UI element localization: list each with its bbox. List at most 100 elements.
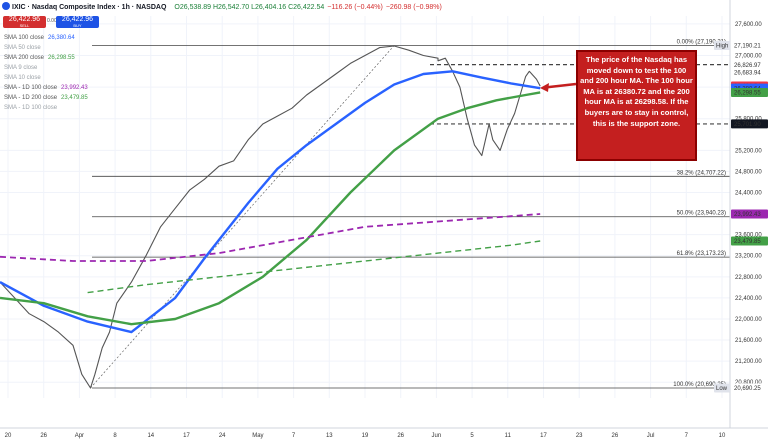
- price-tag-label: 26,298.55: [734, 91, 761, 97]
- arrow-shaft: [545, 82, 577, 89]
- legend-value: 23,479.85: [61, 95, 88, 101]
- x-tick-label: 19: [362, 433, 369, 439]
- legend-label: SMA 200 close: [4, 55, 45, 61]
- y-tick-label: 27,600.00: [735, 22, 762, 28]
- y-tick-label: 24,400.00: [735, 191, 762, 197]
- price-tag-bg: [731, 87, 768, 97]
- price-tag-note: Low: [716, 386, 728, 392]
- sell-label: SELL: [19, 23, 30, 28]
- x-tick-label: 23: [576, 433, 583, 439]
- x-tick-label: 10: [719, 433, 726, 439]
- x-tick-label: 7: [685, 433, 689, 439]
- sell-button[interactable]: 26,422.96 SELL: [3, 16, 46, 28]
- series-line-3: [0, 213, 541, 262]
- legend-row[interactable]: SMA 200 close 26,298.55: [4, 53, 88, 63]
- chart-header: IXIC · Nasdaq Composite Index · 1h · NAS…: [0, 0, 730, 14]
- legend-value: 23,992.43: [61, 85, 88, 91]
- x-tick-label: Jun: [432, 433, 442, 439]
- y-tick-label: 21,200.00: [735, 359, 762, 365]
- x-tick-label: 26: [397, 433, 404, 439]
- level-label: 50.0% (23,940.23): [677, 211, 726, 217]
- price-tag-bg: [731, 383, 768, 393]
- legend-row[interactable]: SMA 100 close 26,380.64: [4, 33, 88, 43]
- y-tick-label: 24,800.00: [735, 169, 762, 175]
- x-axis: 20 26 Apr 8 14 17 24 May 7 13 19 26 Jun 5 11 17 23 26 Jul 7…: [0, 427, 768, 439]
- sell-price: 26,422.96: [8, 16, 41, 23]
- price-tag-bg: [731, 67, 768, 77]
- price-tag-note-bg: [714, 383, 730, 393]
- price-tag-bg: [731, 236, 768, 246]
- price-tag-bg: [731, 209, 768, 219]
- x-tick-label: May: [252, 433, 263, 439]
- x-tick-label: 24: [219, 433, 226, 439]
- indicator-legend: SMA 100 close 26,380.64 SMA 50 close SMA 20…: [4, 33, 88, 113]
- arrow-head: [540, 83, 549, 92]
- price-tag-label: 26,826.97: [734, 63, 761, 69]
- legend-label: SMA 9 close: [4, 65, 38, 71]
- legend-row[interactable]: SMA 50 close: [4, 43, 88, 53]
- price-tags: 27,190.21High26,826.9726,683.9426,422.54…: [714, 40, 768, 393]
- y-tick-label: 22,800.00: [735, 275, 762, 281]
- price-tag-label: 27,190.21: [734, 44, 761, 50]
- series-line-1: [0, 70, 541, 334]
- price-tag-note: High: [716, 44, 728, 50]
- price-tag-label: 20,690.25: [734, 386, 761, 392]
- price-tag-label: 23,992.43: [734, 212, 761, 218]
- legend-row[interactable]: SMA 9 close: [4, 63, 88, 73]
- buy-price: 26,422.96: [61, 16, 94, 23]
- x-tick-label: 5: [470, 433, 474, 439]
- annotation-arrow: [540, 82, 577, 92]
- legend-row[interactable]: SMA - 1D 100 close: [4, 103, 88, 113]
- legend-label: SMA - 1D 200 close: [4, 95, 58, 101]
- y-tick-label: 23,600.00: [735, 233, 762, 239]
- exchange-logo-icon: [2, 2, 10, 10]
- legend-row[interactable]: SMA - 1D 200 close 23,479.85: [4, 93, 88, 103]
- legend-label: SMA - 1D 100 close: [4, 105, 58, 111]
- x-tick-label: 17: [183, 433, 190, 439]
- price-tag-note-bg: [714, 40, 730, 50]
- x-tick-label: 26: [612, 433, 619, 439]
- price-tag-bg: [731, 40, 768, 50]
- x-tick-label: 11: [505, 433, 512, 439]
- ohlc-values: O26,538.89 H26,542.70 L26,404.16 C26,422…: [174, 3, 325, 11]
- legend-row[interactable]: SMA 10 close: [4, 73, 88, 83]
- y-tick-label: 23,200.00: [735, 254, 762, 260]
- spread-value: 0.00: [47, 18, 57, 24]
- legend-value: 26,298.55: [48, 55, 75, 61]
- level-label: 100.0% (20,690.25): [673, 382, 726, 388]
- x-tick-label: 7: [292, 433, 296, 439]
- buy-button[interactable]: 26,422.96 BUY: [56, 16, 99, 28]
- y-tick-label: 22,000.00: [735, 317, 762, 323]
- price-change: −116.26 (−0.44%): [327, 3, 383, 11]
- symbol-title[interactable]: IXIC · Nasdaq Composite Index · 1h · NAS…: [12, 3, 167, 11]
- level-label: 61.8% (23,173.23): [677, 251, 726, 257]
- x-tick-label: 8: [113, 433, 117, 439]
- price-tag-bg: [731, 60, 768, 70]
- series-line-2: [0, 91, 541, 326]
- legend-row[interactable]: SMA - 1D 100 close 23,992.43: [4, 83, 88, 93]
- price-tag-label: 23,479.85: [734, 239, 761, 245]
- series-line-0: [0, 45, 541, 389]
- price-tag-label: 25,701.90: [734, 122, 761, 128]
- x-tick-label: 17: [540, 433, 547, 439]
- series-layer: [0, 45, 541, 389]
- y-tick-label: 25,200.00: [735, 148, 762, 154]
- level-label: 0.00% (27,190.21): [677, 39, 726, 45]
- fib-trend-line: [90, 45, 395, 389]
- x-tick-label: Apr: [75, 433, 84, 439]
- legend-label: SMA 10 close: [4, 75, 41, 81]
- x-tick-label: 13: [326, 433, 333, 439]
- y-tick-label: 27,000.00: [735, 54, 762, 60]
- annotation-box: The price of the Nasdaq has moved down t…: [576, 50, 697, 161]
- x-tick-label: Jul: [647, 433, 655, 439]
- legend-label: SMA - 1D 100 close: [4, 85, 58, 91]
- x-tick-label: 20: [5, 433, 12, 439]
- price-tag-bg: [731, 119, 768, 129]
- y-tick-label: 21,600.00: [735, 338, 762, 344]
- x-tick-label: 14: [147, 433, 154, 439]
- grid-layer: [0, 16, 730, 398]
- y-tick-label: 22,400.00: [735, 296, 762, 302]
- buy-label: BUY: [73, 23, 82, 28]
- series-line-4: [87, 240, 541, 294]
- x-tick-label: 26: [40, 433, 47, 439]
